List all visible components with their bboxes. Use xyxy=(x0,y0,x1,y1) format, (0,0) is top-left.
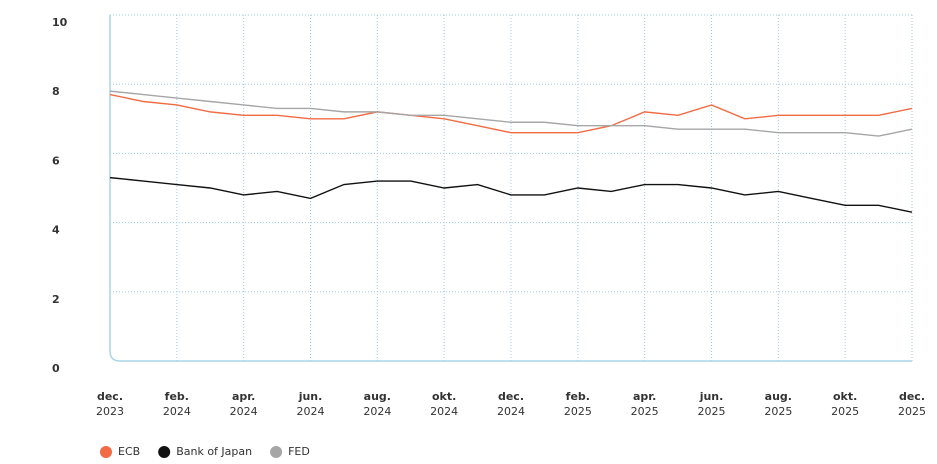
x-tick-label: jun. xyxy=(298,390,323,403)
x-tick-label: dec. xyxy=(498,390,524,403)
x-tick-label: apr. xyxy=(232,390,255,403)
x-tick-year: 2025 xyxy=(564,405,592,418)
x-tick-label: okt. xyxy=(833,390,857,403)
x-tick-label: aug. xyxy=(765,390,792,403)
y-tick-label: 8 xyxy=(52,85,60,98)
x-tick-label: okt. xyxy=(432,390,456,403)
legend-label: Bank of Japan xyxy=(176,445,252,458)
legend-marker xyxy=(158,446,171,458)
x-tick-year: 2025 xyxy=(631,405,659,418)
x-tick-year: 2024 xyxy=(297,405,325,418)
y-tick-label: 10 xyxy=(52,16,68,29)
axis-line xyxy=(109,15,912,362)
x-tick-year: 2024 xyxy=(230,405,258,418)
legend-label: ECB xyxy=(118,445,140,458)
y-tick-label: 6 xyxy=(52,154,60,167)
x-tick-year: 2024 xyxy=(497,405,525,418)
x-tick-label: jun. xyxy=(699,390,724,403)
x-tick-label: apr. xyxy=(633,390,656,403)
legend-marker xyxy=(270,446,283,458)
x-tick-year: 2024 xyxy=(163,405,191,418)
x-tick-year: 2025 xyxy=(764,405,792,418)
x-tick-year: 2024 xyxy=(363,405,391,418)
series-line xyxy=(109,90,913,137)
series-line xyxy=(109,93,913,134)
legend-label: FED xyxy=(288,445,310,458)
x-tick-year: 2025 xyxy=(898,405,926,418)
y-tick-label: 2 xyxy=(52,293,60,306)
x-tick-year: 2024 xyxy=(430,405,458,418)
x-tick-year: 2025 xyxy=(698,405,726,418)
y-tick-label: 0 xyxy=(52,362,60,375)
x-tick-label: feb. xyxy=(165,390,189,403)
x-tick-year: 2025 xyxy=(831,405,859,418)
x-tick-label: dec. xyxy=(97,390,123,403)
y-tick-label: 4 xyxy=(52,224,60,237)
series-line xyxy=(109,176,913,213)
legend-marker xyxy=(100,446,112,458)
x-tick-label: aug. xyxy=(364,390,391,403)
x-tick-label: dec. xyxy=(899,390,925,403)
x-tick-year: 2023 xyxy=(96,405,124,418)
x-tick-label: feb. xyxy=(566,390,590,403)
